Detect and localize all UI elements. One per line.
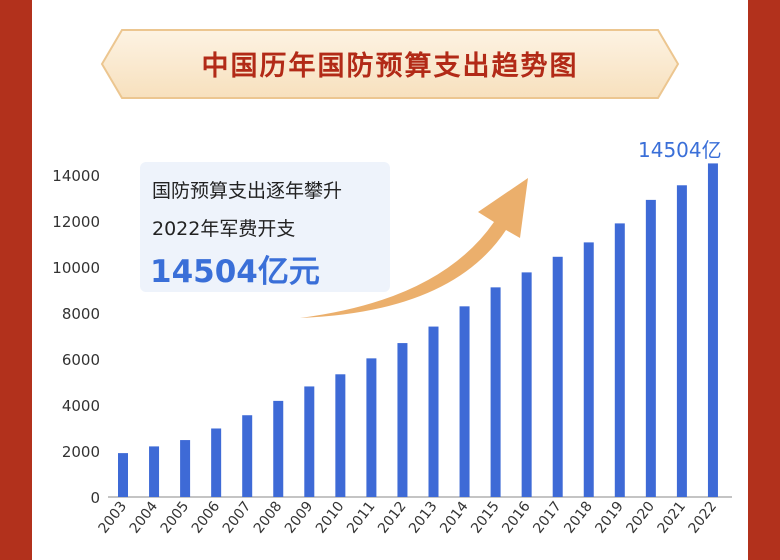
x-tick-label: 2017 [530, 499, 565, 537]
callout-text-2: 2022年军费开支 [152, 218, 296, 240]
bar-2007 [242, 415, 253, 497]
x-tick-label: 2012 [375, 499, 410, 537]
x-tick-label: 2019 [592, 499, 627, 537]
y-tick-label: 10000 [52, 259, 100, 277]
bar-2015 [490, 287, 501, 497]
x-tick-label: 2007 [220, 499, 255, 537]
left-border-bar [0, 0, 32, 560]
y-tick-label: 14000 [52, 167, 100, 185]
y-tick-label: 4000 [62, 397, 100, 415]
bar-2014 [459, 306, 470, 497]
bar-2019 [614, 223, 625, 497]
x-tick-label: 2004 [127, 499, 162, 537]
bar-2003 [118, 453, 128, 497]
y-tick-label: 6000 [62, 351, 100, 369]
bar-2018 [583, 242, 594, 497]
bar-2006 [211, 428, 222, 497]
x-tick-label: 2015 [468, 499, 503, 537]
bar-2013 [428, 326, 439, 497]
last-bar-value-label: 14504亿 [638, 138, 722, 162]
bar-2010 [335, 374, 346, 497]
banner-shape [100, 29, 680, 99]
bar-2021 [676, 185, 687, 497]
x-tick-label: 2016 [499, 499, 534, 537]
bar-2016 [521, 272, 532, 497]
x-tick-label: 2006 [189, 499, 224, 537]
x-tick-label: 2021 [655, 499, 690, 537]
x-tick-label: 2009 [282, 499, 317, 537]
bar-2012 [397, 343, 408, 497]
bar-2005 [180, 440, 191, 497]
x-tick-label: 2008 [251, 499, 286, 537]
title-banner: 中国历年国防预算支出趋势图 [100, 28, 680, 100]
x-tick-label: 2010 [313, 499, 348, 537]
x-tick-label: 2022 [686, 499, 721, 537]
page-title: 中国历年国防预算支出趋势图 [201, 51, 579, 82]
y-tick-label: 0 [90, 489, 100, 507]
y-tick-label: 2000 [62, 443, 100, 461]
x-tick-label: 2018 [561, 499, 596, 537]
x-tick-label: 2003 [96, 499, 131, 537]
bar-2004 [149, 446, 160, 497]
callout-highlight-value: 14504亿元 [150, 254, 320, 290]
y-tick-label: 12000 [52, 213, 100, 231]
callout-box: 国防预算支出逐年攀升 2022年军费开支 14504亿元 [140, 162, 390, 292]
right-border-bar [748, 0, 780, 560]
callout-text-1: 国防预算支出逐年攀升 [152, 180, 343, 202]
y-tick-label: 8000 [62, 305, 100, 323]
bar-2009 [304, 386, 315, 497]
bar-2020 [645, 199, 656, 498]
bar-2011 [366, 358, 377, 497]
x-tick-label: 2014 [437, 499, 472, 537]
bar-2008 [273, 400, 284, 497]
bar-2017 [552, 256, 563, 497]
x-tick-label: 2005 [158, 499, 193, 537]
x-tick-label: 2011 [344, 499, 379, 537]
bar-2022 [707, 163, 718, 497]
rising-arrow-icon [300, 178, 528, 318]
x-tick-label: 2013 [406, 499, 441, 537]
x-tick-label: 2020 [623, 499, 658, 537]
